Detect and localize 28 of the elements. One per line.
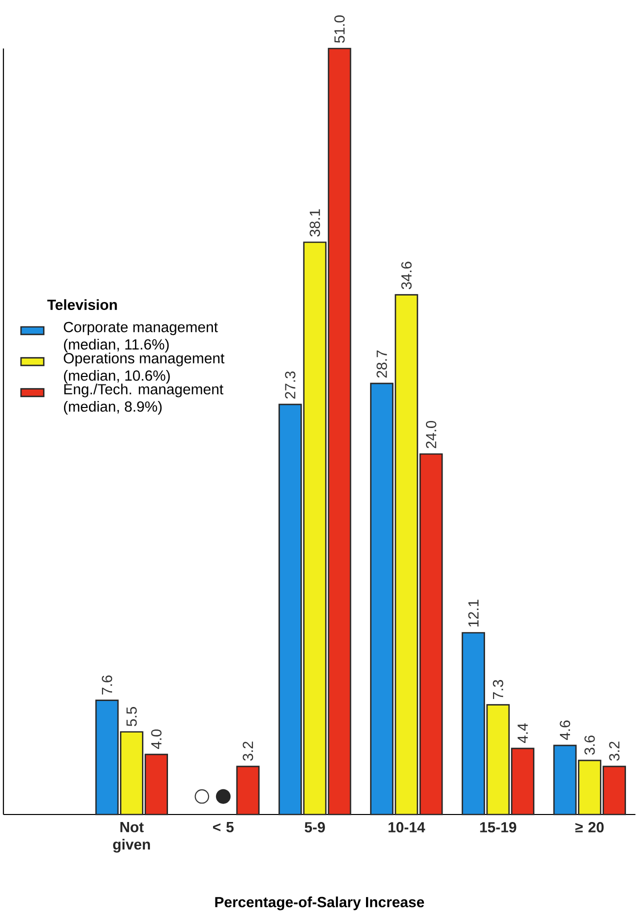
data-label: 3.6 — [584, 736, 595, 755]
data-label: 4.4 — [518, 723, 528, 743]
data-label: 3.2 — [242, 742, 254, 761]
data-label: 34.6 — [401, 262, 412, 290]
x-tick-label: < 5 — [213, 822, 234, 832]
x-axis-title: Percentage-of-Salary Increase — [215, 896, 424, 910]
x-tick-label: Not given — [113, 822, 150, 853]
legend-label: Eng./Tech. management (median, 8.9%) — [64, 384, 224, 415]
data-label: 12.1 — [468, 600, 478, 627]
x-tick-label: 15-19 — [480, 822, 516, 832]
data-label: 28.7 — [376, 350, 387, 378]
x-tick-label: 10-14 — [388, 822, 426, 832]
data-label: 3.2 — [609, 742, 620, 761]
data-label: 24.0 — [426, 420, 436, 448]
data-label: 27.3 — [285, 371, 296, 399]
data-label: 4.6 — [560, 720, 570, 740]
data-label: 38.1 — [310, 209, 320, 237]
x-tick-label: ≥ 20 — [575, 822, 604, 832]
legend-label: Operations management (median, 10.6%) — [64, 352, 224, 384]
data-label: 7.3 — [492, 680, 504, 699]
data-label: 5.5 — [126, 707, 137, 726]
data-label: 4.0 — [151, 730, 162, 749]
bar — [236, 766, 260, 816]
legend-label: Corporate management (median, 11.6%) — [64, 322, 218, 352]
x-tick-label: 5-9 — [304, 822, 325, 832]
data-label: 7.6 — [102, 675, 112, 694]
legend-title: Television — [47, 299, 117, 310]
data-label: 51.0 — [334, 15, 345, 43]
